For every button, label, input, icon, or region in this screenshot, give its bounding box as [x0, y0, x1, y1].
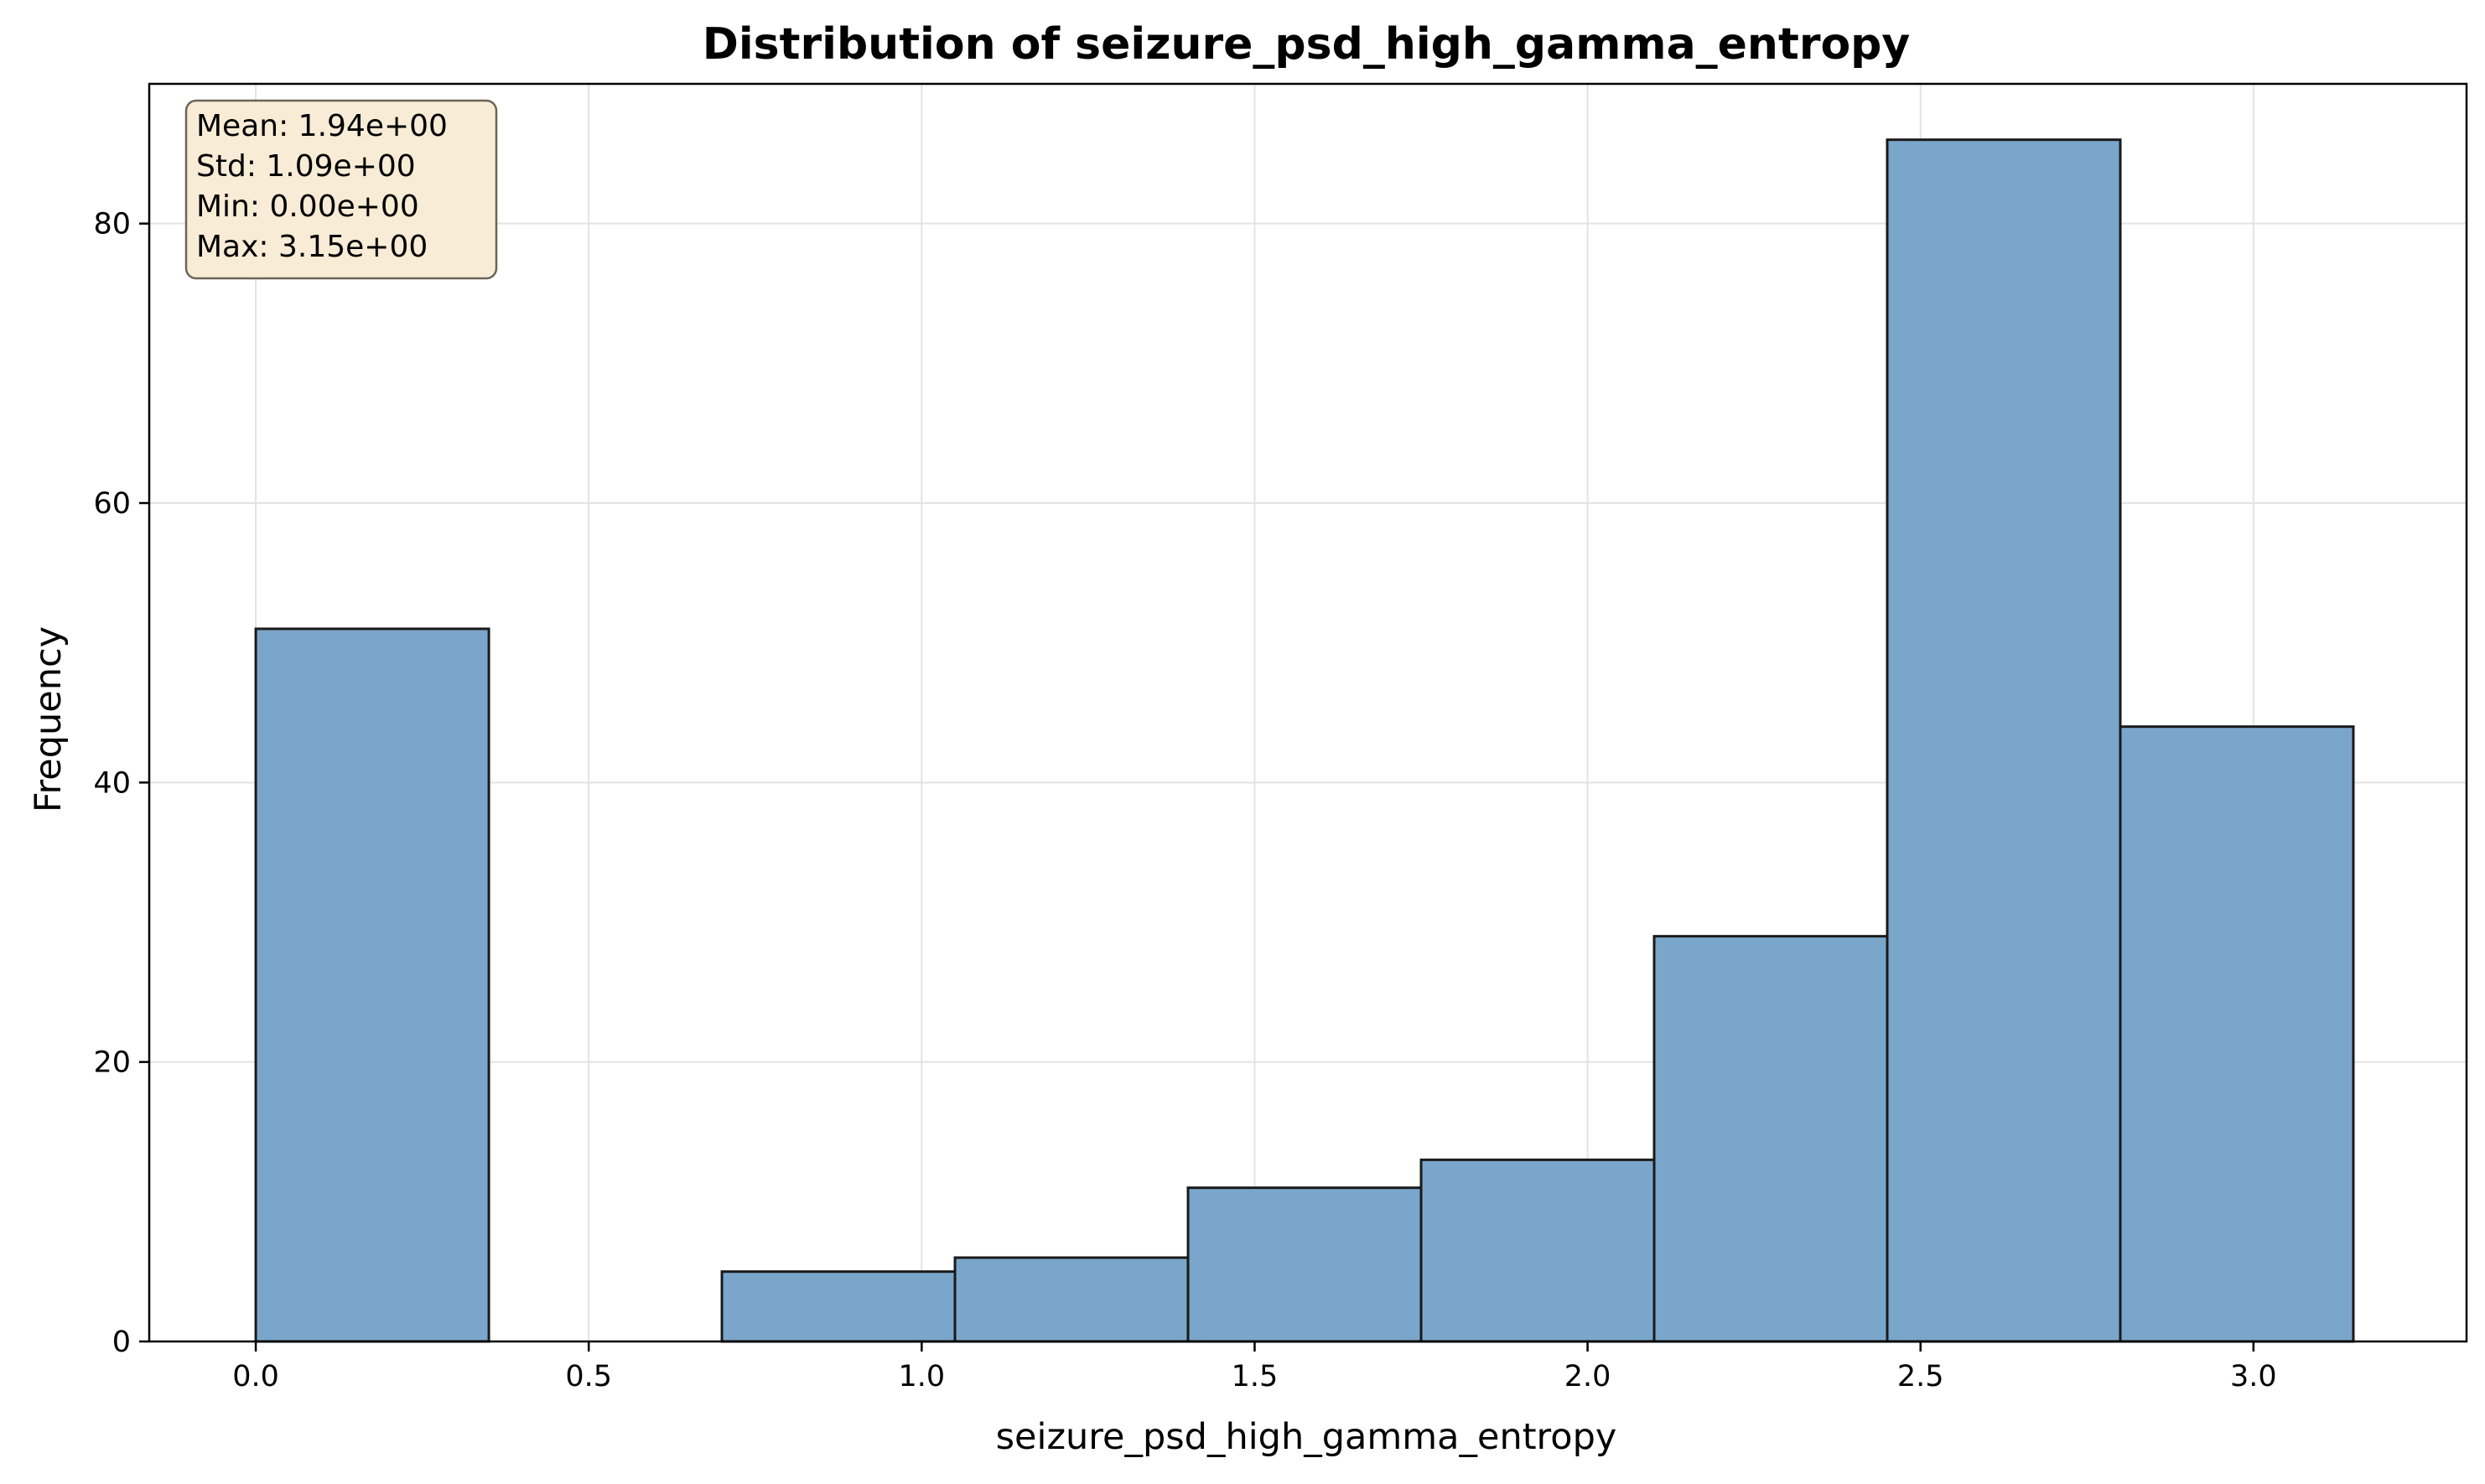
- stats-max: Max: 3.15e+00: [196, 230, 428, 264]
- bars-layer: [254, 138, 2355, 1343]
- stats-box: Mean: 1.94e+00 Std: 1.09e+00 Min: 0.00e+…: [184, 99, 498, 280]
- y-tick-label: 80: [93, 208, 131, 241]
- ticks-layer: 0.0 0.5 1.0 1.5 2.0 2.5 3.0 0 20 40 60 80: [93, 208, 2276, 1393]
- stats-min: Min: 0.00e+00: [196, 189, 419, 224]
- y-axis-label: Frequency: [28, 626, 70, 812]
- x-tick-label: 3.0: [2230, 1360, 2277, 1393]
- y-tick-label: 60: [93, 487, 131, 521]
- chart-title: Distribution of seizure_psd_high_gamma_e…: [703, 19, 1911, 70]
- x-tick-label: 2.0: [1564, 1360, 1611, 1393]
- histogram-bar: [1886, 138, 2122, 1343]
- histogram-bar: [1186, 1186, 1423, 1343]
- y-tick-label: 20: [93, 1046, 131, 1080]
- x-tick-label: 1.5: [1232, 1360, 1279, 1393]
- histogram-bar: [720, 1270, 957, 1343]
- stats-std: Std: 1.09e+00: [196, 149, 416, 184]
- histogram-bar: [254, 627, 490, 1343]
- histogram-bar: [2119, 725, 2355, 1343]
- y-tick-label: 40: [93, 766, 131, 800]
- x-tick-label: 0.0: [232, 1360, 279, 1393]
- histogram-bar: [1419, 1158, 1656, 1343]
- x-tick-label: 0.5: [565, 1360, 612, 1393]
- x-tick-label: 2.5: [1897, 1360, 1944, 1393]
- stats-mean: Mean: 1.94e+00: [196, 109, 448, 143]
- y-tick-label: 0: [112, 1326, 131, 1359]
- x-axis-label: seizure_psd_high_gamma_entropy: [996, 1416, 1617, 1458]
- stats-box-background: [184, 99, 498, 280]
- histogram-bar: [1652, 935, 1889, 1343]
- x-tick-label: 1.0: [898, 1360, 945, 1393]
- histogram-bar: [953, 1256, 1190, 1343]
- plot-frame: [148, 82, 2468, 1343]
